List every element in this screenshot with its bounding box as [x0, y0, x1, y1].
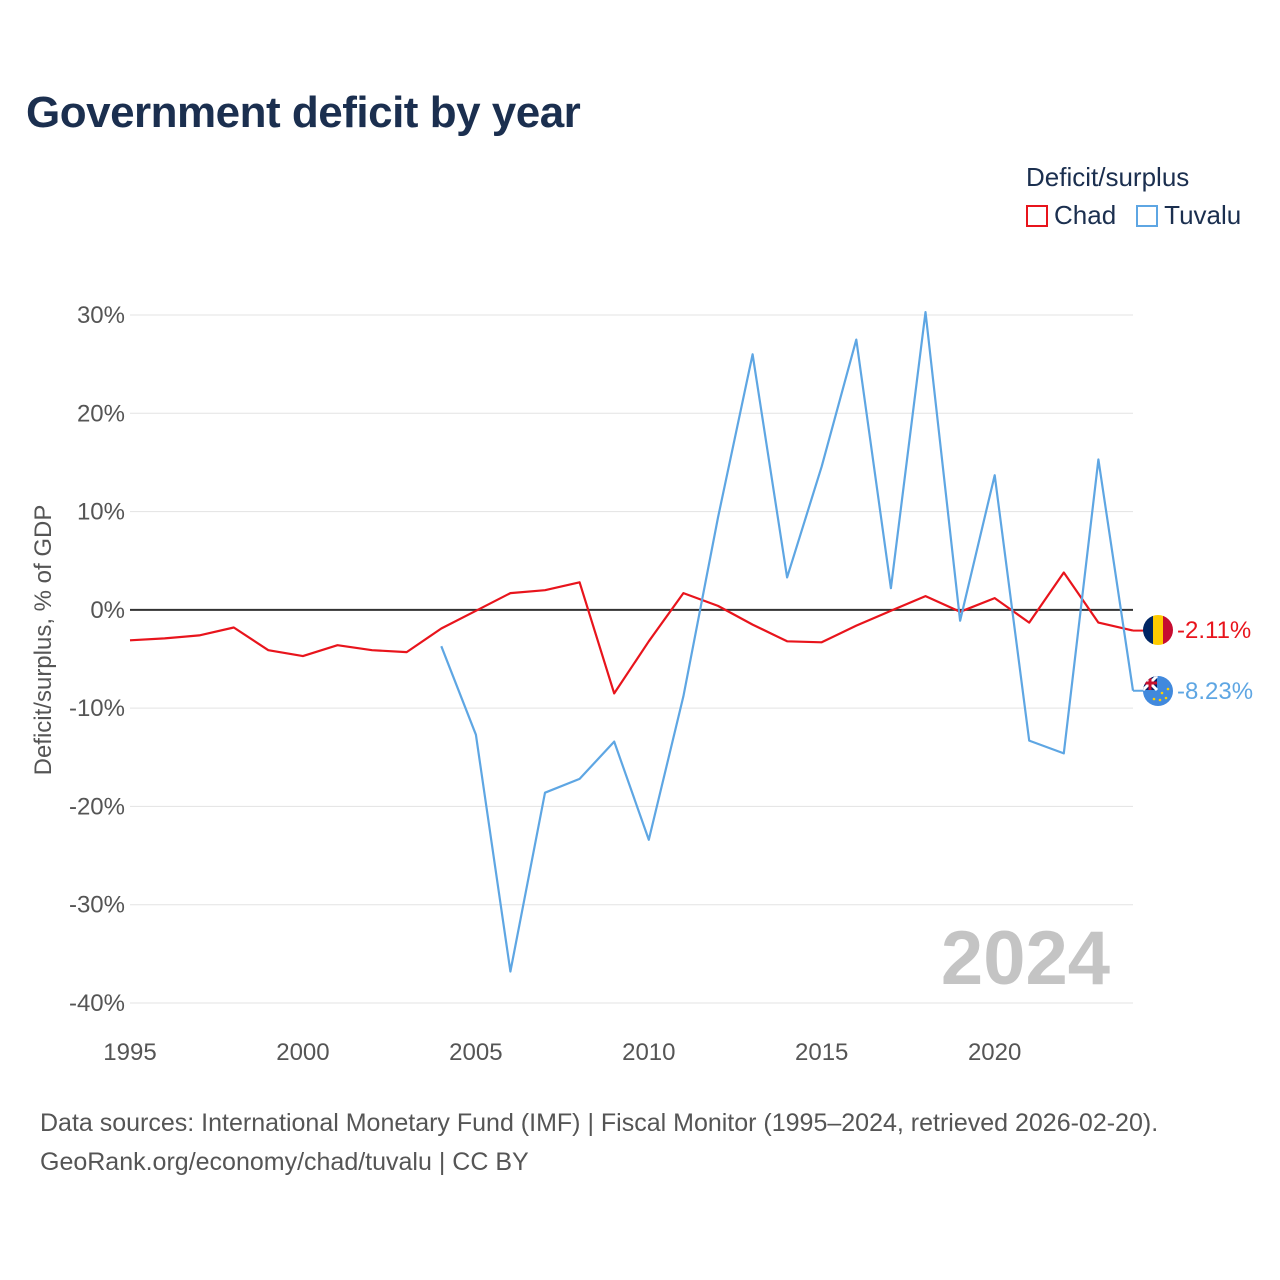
legend-label-tuvalu: Tuvalu [1164, 200, 1242, 230]
y-tick-label: 10% [77, 499, 125, 526]
source-line-1: Data sources: International Monetary Fun… [40, 1109, 1159, 1137]
x-tick-label: 2015 [795, 1039, 848, 1066]
legend-item-tuvalu[interactable]: Tuvalu [1136, 200, 1241, 231]
y-tick-label: -20% [69, 793, 125, 820]
y-axis-label: Deficit/surplus, % of GDP [30, 505, 57, 776]
chad-flag-icon [1143, 615, 1173, 645]
y-tick-label: -30% [69, 892, 125, 919]
y-tick-label: 0% [90, 597, 125, 624]
chart-title: Government deficit by year [26, 88, 581, 137]
legend-item-chad[interactable]: Chad [1026, 200, 1116, 231]
legend: Deficit/surplus Chad Tuvalu [1026, 160, 1241, 231]
legend-swatch-chad [1026, 204, 1048, 227]
y-tick-label: 20% [77, 400, 125, 427]
legend-swatch-tuvalu [1136, 204, 1159, 227]
x-tick-label: 2000 [276, 1039, 329, 1066]
legend-label-chad: Chad [1054, 200, 1117, 230]
tuvalu-flag-icon [1143, 676, 1173, 706]
x-tick-label: 2005 [449, 1039, 502, 1066]
source-line-2[interactable]: GeoRank.org/economy/chad/tuvalu | CC BY [40, 1148, 529, 1176]
end-label-tuvalu: -8.23% [1177, 678, 1253, 705]
year-watermark: 2024 [941, 916, 1110, 1001]
x-tick-label: 2010 [622, 1039, 675, 1066]
x-tick-label: 1995 [103, 1039, 156, 1066]
legend-title: Deficit/surplus [1026, 162, 1190, 192]
source-note: Data sources: International Monetary Fun… [40, 1104, 1158, 1182]
series-line-tuvalu [440, 311, 1135, 973]
x-tick-label: 2020 [968, 1039, 1021, 1066]
y-tick-label: 30% [77, 302, 125, 329]
y-tick-label: -10% [69, 695, 125, 722]
plot-area: 2024 30% 20% 10% 0% -10% -20% -30% -40% 1995 2000… [30, 302, 1253, 1066]
y-tick-label: -40% [69, 990, 125, 1017]
series-line-chad [129, 571, 1134, 695]
end-label-chad: -2.11% [1177, 617, 1251, 644]
